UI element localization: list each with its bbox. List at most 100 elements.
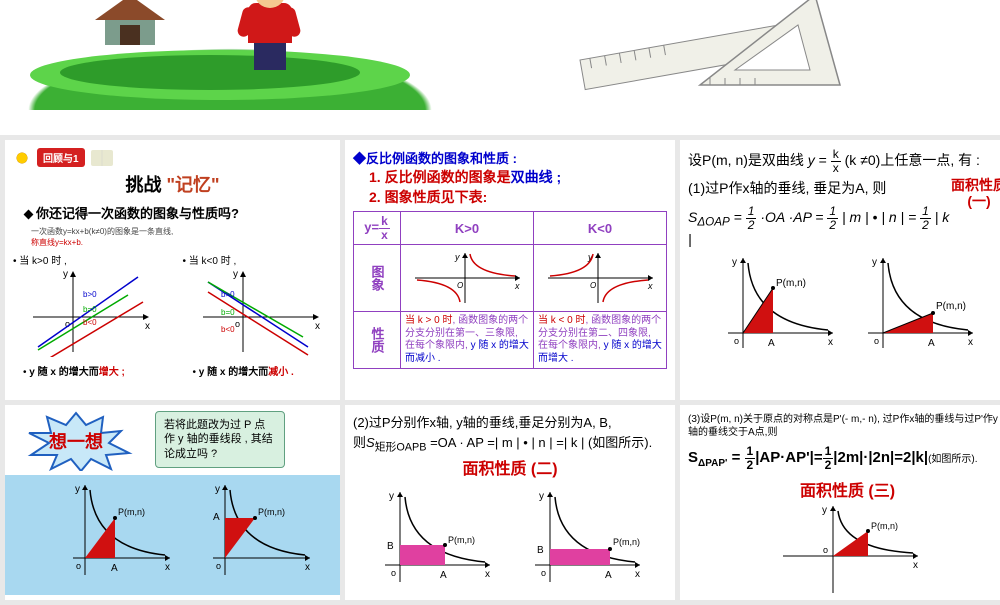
svg-text:o: o [76, 561, 81, 571]
para-perpendicular: (1)过P作x轴的垂线, 垂足为A, 则 面积性质(一) [688, 178, 1000, 199]
svg-text:y: y [215, 484, 220, 495]
svg-text:x: x [828, 337, 833, 348]
svg-text:o: o [541, 568, 546, 578]
svg-text:O: O [457, 281, 463, 290]
svg-text:b=0: b=0 [221, 308, 235, 317]
svg-text:P(m,n): P(m,n) [613, 537, 640, 547]
title-inverse-props: ◆反比例函数的图象和性质 : [353, 148, 667, 167]
svg-text:y: y [872, 257, 877, 268]
row-label-image: 图象 [354, 245, 401, 312]
cell-inverse-properties: ◆反比例函数的图象和性质 : 1. 反比例函数的图象是双曲线 ; 2. 图象性质… [345, 140, 675, 400]
graph-triangle-1: x y o P(m,n) A [718, 253, 838, 353]
line-table-below: 2. 图象性质见下表: [369, 187, 667, 207]
para-setup: 设P(m, n)是双曲线 y = kx (k ≠0)上任意一点, 有 : [688, 148, 1000, 174]
svg-text:x: x [968, 337, 973, 348]
line-hyperbola: 1. 反比例函数的图象是双曲线 ; [369, 167, 667, 187]
svg-text:y: y [454, 252, 460, 262]
lightbulb-icon [13, 149, 31, 167]
svg-text:o: o [391, 568, 396, 578]
graph-rect-1: x y o P(m,n) B A [375, 487, 495, 587]
svg-text:y: y [233, 269, 238, 280]
svg-text:A: A [440, 570, 447, 581]
svg-text:o: o [235, 319, 240, 329]
prop-text-pos: 当 k > 0 时, 函数图象的两个分支分别在第一、三象限, 在每个象限内, y… [401, 312, 534, 369]
svg-text:x: x [315, 321, 320, 332]
svg-text:x: x [165, 562, 170, 573]
svg-text:o: o [823, 545, 828, 555]
think-label: 想一想 [11, 411, 141, 471]
svg-text:A: A [768, 338, 775, 349]
svg-text:b>0: b>0 [83, 290, 97, 299]
svg-text:y: y [822, 505, 827, 516]
graph-rect-2: xyo P(m,n) B A [525, 487, 645, 587]
prop-text-neg: 当 k < 0 时, 函数图象的两个分支分别在第二、四象限, 在每个象限内, y… [534, 312, 667, 369]
svg-text:A: A [111, 563, 118, 574]
svg-text:B: B [387, 541, 394, 552]
svg-text:x: x [485, 569, 490, 580]
house-icon [95, 0, 165, 55]
row-label-property: 性质 [354, 312, 401, 369]
svg-text:o: o [874, 336, 879, 346]
tiny-note-1: 一次函数y=kx+b(k≠0)的图象是一条直线, [31, 226, 332, 237]
th-k-pos: K>0 [401, 212, 534, 245]
footnote-decreasing: • y 随 x 的增大而减小 . [183, 363, 333, 378]
svg-text:P(m,n): P(m,n) [871, 521, 898, 531]
cell-area-property-3: (3)设P(m, n)关于原点的对称点是P'(- m,- n), 过P作x轴的垂… [680, 405, 1000, 600]
footnote-increasing: • y 随 x 的增大而增大 ; [13, 363, 163, 378]
svg-text:A: A [213, 512, 220, 523]
graph-linear-positive: xyo b>0 b=0 b<0 [23, 267, 153, 357]
title-challenge: 挑战 "记忆" [13, 171, 332, 197]
ruler-triangle-icon [570, 0, 850, 110]
review-badge: 回顾与1 [37, 148, 85, 167]
svg-text:O: O [590, 281, 596, 290]
svg-text:B: B [537, 545, 544, 556]
svg-text:x: x [305, 562, 310, 573]
svg-text:x: x [145, 321, 150, 332]
cond-k-negative: • 当 k<0 时 , [183, 252, 333, 267]
cell-think: 想一想 若将此题改为过 P 点作 y 轴的垂线段 , 其结论成立吗 ? xyo … [5, 405, 340, 600]
cartoon-scene [0, 0, 460, 110]
th-k-neg: K<0 [534, 212, 667, 245]
svg-text:P(m,n): P(m,n) [258, 507, 285, 517]
th-formula: y=kx [354, 212, 401, 245]
cell-linear-review: 回顾与1 挑战 "记忆" 你还记得一次函数的图象与性质吗? 一次函数y=kx+b… [5, 140, 340, 400]
slides-grid: 回顾与1 挑战 "记忆" 你还记得一次函数的图象与性质吗? 一次函数y=kx+b… [0, 135, 1000, 605]
graph-think-1: x y o P(m,n) A [65, 480, 175, 580]
subtitle-question: 你还记得一次函数的图象与性质吗? [25, 203, 332, 222]
svg-text:P(m,n): P(m,n) [448, 535, 475, 545]
cell-area-property-1: 设P(m, n)是双曲线 y = kx (k ≠0)上任意一点, 有 : (1)… [680, 140, 1000, 400]
svg-text:y: y [75, 484, 80, 495]
para-symmetric: (3)设P(m, n)关于原点的对称点是P'(- m,- n), 过P作x轴的垂… [688, 413, 1000, 439]
svg-text:y: y [732, 257, 737, 268]
svg-text:b>0: b>0 [221, 290, 235, 299]
svg-text:o: o [216, 561, 221, 571]
svg-text:P(m,n): P(m,n) [118, 507, 145, 517]
svg-text:x: x [647, 281, 653, 291]
svg-text:b<0: b<0 [221, 325, 235, 334]
svg-text:P(m,n): P(m,n) [776, 278, 806, 289]
para-rect-setup: (2)过P分别作x轴, y轴的垂线,垂足分别为A, B, 则S矩形OAPB =O… [353, 413, 667, 455]
properties-table: y=kx K>0 K<0 图象 x y O [353, 211, 667, 369]
cond-k-positive: • 当 k>0 时 , [13, 252, 163, 267]
book-icon [91, 150, 113, 166]
svg-text:b<0: b<0 [83, 318, 97, 327]
formula-triangle-area: SΔOAP = 12 ·OA ·AP = 12 | m | • | n | = … [688, 205, 1000, 247]
svg-text:b=0: b=0 [83, 305, 97, 314]
svg-text:x: x [913, 560, 918, 571]
svg-text:y: y [539, 491, 544, 502]
svg-text:y: y [389, 491, 394, 502]
graph-triangle-2: x y o P(m,n) A [858, 253, 978, 353]
mini-graph-k-neg: xyO [534, 245, 667, 312]
cartoon-boy-icon [230, 0, 310, 95]
header-illustration [0, 0, 1000, 135]
svg-text:A: A [928, 338, 935, 349]
svg-text:x: x [514, 281, 520, 291]
graph-think-2: x y o P(m,n) A [205, 480, 315, 580]
tiny-note-2: 称直线y=kx+b. [31, 237, 332, 248]
graph-symmetric: x y o P(m,n) [773, 501, 923, 596]
svg-text:P(m,n): P(m,n) [936, 301, 966, 312]
svg-text:o: o [734, 336, 739, 346]
mini-graph-k-pos: x y O [401, 245, 534, 312]
cell-area-property-2: (2)过P分别作x轴, y轴的垂线,垂足分别为A, B, 则S矩形OAPB =O… [345, 405, 675, 600]
graph-linear-negative: x y o b>0 b=0 b<0 [193, 267, 323, 357]
